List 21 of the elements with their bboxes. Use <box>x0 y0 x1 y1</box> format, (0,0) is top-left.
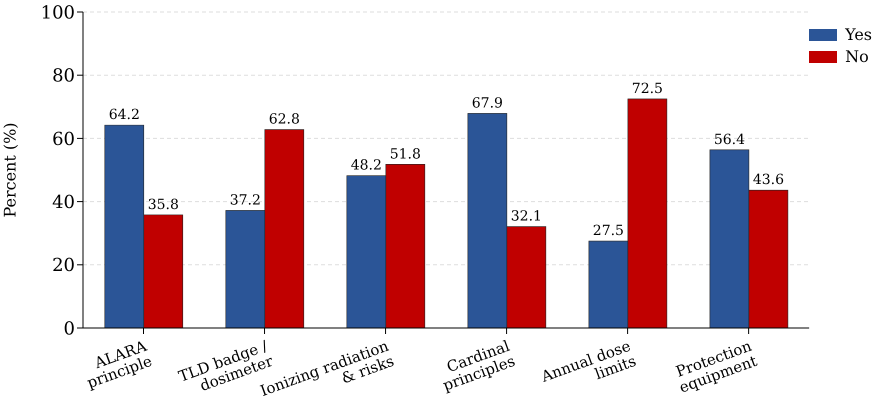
y-tick-label: 60 <box>52 128 75 150</box>
data-label: 67.9 <box>472 95 503 112</box>
y-tick-label: 0 <box>64 318 75 340</box>
data-label: 51.8 <box>390 146 421 162</box>
data-label: 32.1 <box>510 208 542 225</box>
data-label: 27.5 <box>592 223 624 240</box>
data-label: 62.8 <box>268 112 300 128</box>
y-tick-label: 20 <box>52 255 75 276</box>
y-tick-label: 40 <box>52 192 75 213</box>
data-label: 43.6 <box>752 172 784 188</box>
y-tick-label: 100 <box>40 2 75 24</box>
data-label: 37.2 <box>230 192 261 208</box>
data-label: 72.5 <box>632 80 663 97</box>
data-label: 35.8 <box>148 196 179 213</box>
data-label: 56.4 <box>714 132 746 148</box>
y-axis-title: Percent (%) <box>0 122 20 218</box>
legend-label: Yes <box>845 24 872 46</box>
data-label: 64.2 <box>108 107 140 124</box>
data-label: 48.2 <box>350 158 382 174</box>
legend-label: No <box>845 46 869 68</box>
y-tick-label: 80 <box>52 66 75 87</box>
